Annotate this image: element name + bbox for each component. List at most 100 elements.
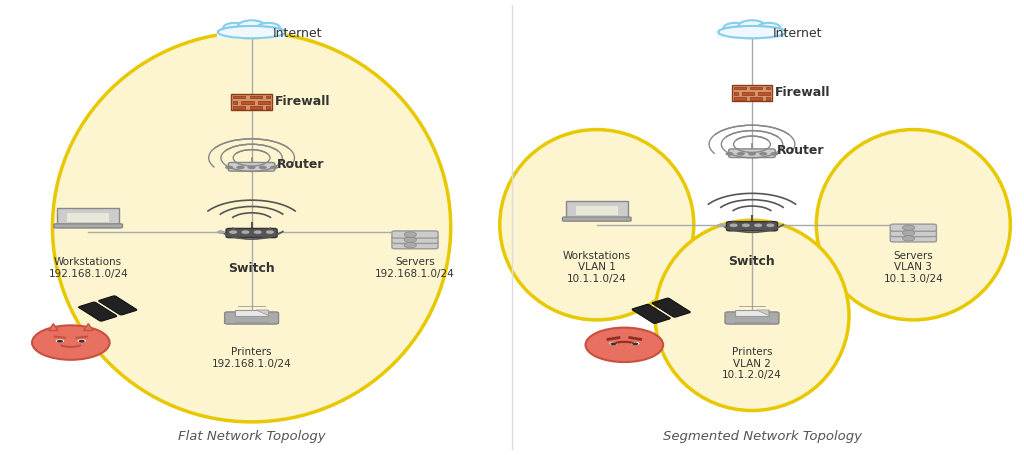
FancyBboxPatch shape	[266, 96, 270, 99]
FancyBboxPatch shape	[766, 98, 770, 101]
FancyBboxPatch shape	[392, 232, 438, 238]
FancyBboxPatch shape	[733, 87, 745, 90]
FancyBboxPatch shape	[565, 202, 628, 220]
FancyBboxPatch shape	[758, 93, 770, 96]
Circle shape	[766, 224, 774, 228]
Ellipse shape	[55, 339, 65, 343]
Circle shape	[729, 224, 737, 228]
Circle shape	[741, 224, 750, 228]
FancyBboxPatch shape	[233, 107, 246, 110]
Polygon shape	[757, 310, 769, 316]
Circle shape	[225, 166, 233, 170]
FancyBboxPatch shape	[652, 298, 690, 318]
FancyBboxPatch shape	[632, 305, 671, 324]
FancyBboxPatch shape	[68, 214, 110, 222]
Circle shape	[404, 238, 417, 243]
FancyBboxPatch shape	[575, 207, 617, 216]
Circle shape	[757, 24, 780, 34]
FancyBboxPatch shape	[890, 225, 936, 232]
FancyBboxPatch shape	[733, 93, 737, 96]
Circle shape	[770, 153, 778, 156]
Circle shape	[404, 233, 417, 238]
FancyBboxPatch shape	[79, 303, 117, 321]
Circle shape	[586, 328, 664, 362]
Circle shape	[738, 21, 766, 34]
FancyBboxPatch shape	[98, 296, 137, 315]
Circle shape	[902, 226, 914, 231]
FancyBboxPatch shape	[392, 237, 438, 244]
Circle shape	[610, 343, 616, 345]
Circle shape	[759, 153, 767, 156]
Circle shape	[717, 224, 725, 228]
FancyBboxPatch shape	[54, 224, 123, 228]
Circle shape	[736, 153, 744, 156]
FancyBboxPatch shape	[766, 87, 770, 90]
Circle shape	[248, 166, 256, 170]
FancyBboxPatch shape	[228, 163, 274, 172]
Text: Workstations
VLAN 1
10.1.1.0/24: Workstations VLAN 1 10.1.1.0/24	[563, 250, 631, 283]
Ellipse shape	[718, 27, 785, 39]
FancyBboxPatch shape	[234, 322, 268, 324]
FancyBboxPatch shape	[750, 87, 762, 90]
FancyBboxPatch shape	[750, 98, 762, 101]
FancyBboxPatch shape	[233, 96, 246, 99]
Circle shape	[32, 326, 110, 360]
FancyBboxPatch shape	[233, 102, 238, 104]
Circle shape	[254, 231, 262, 234]
FancyBboxPatch shape	[717, 32, 786, 40]
Circle shape	[748, 153, 756, 156]
Text: Switch: Switch	[228, 262, 275, 274]
Circle shape	[242, 231, 250, 234]
FancyBboxPatch shape	[731, 86, 772, 102]
Circle shape	[57, 340, 63, 343]
Text: Router: Router	[777, 144, 824, 157]
Circle shape	[270, 166, 279, 170]
FancyBboxPatch shape	[231, 95, 272, 111]
Text: Workstations
192.168.1.0/24: Workstations 192.168.1.0/24	[48, 257, 128, 278]
FancyBboxPatch shape	[890, 235, 936, 243]
FancyBboxPatch shape	[217, 32, 287, 40]
FancyBboxPatch shape	[266, 107, 270, 110]
Circle shape	[259, 166, 267, 170]
Ellipse shape	[218, 27, 286, 39]
Text: Firewall: Firewall	[775, 86, 830, 98]
Ellipse shape	[52, 33, 451, 422]
Text: Segmented Network Topology: Segmented Network Topology	[663, 430, 862, 442]
FancyBboxPatch shape	[392, 242, 438, 249]
Circle shape	[238, 21, 265, 34]
FancyBboxPatch shape	[242, 102, 254, 104]
Circle shape	[725, 153, 733, 156]
FancyBboxPatch shape	[735, 322, 769, 324]
Ellipse shape	[78, 339, 86, 343]
FancyBboxPatch shape	[250, 107, 262, 110]
Text: Router: Router	[276, 158, 325, 171]
Text: Flat Network Topology: Flat Network Topology	[178, 430, 326, 442]
FancyBboxPatch shape	[562, 217, 631, 222]
Circle shape	[229, 231, 238, 234]
FancyBboxPatch shape	[725, 312, 779, 324]
FancyBboxPatch shape	[733, 98, 745, 101]
Circle shape	[79, 340, 85, 343]
Text: Internet: Internet	[272, 26, 323, 40]
Polygon shape	[84, 324, 93, 331]
Text: Servers
VLAN 3
10.1.3.0/24: Servers VLAN 3 10.1.3.0/24	[884, 250, 943, 283]
Ellipse shape	[218, 27, 286, 39]
Circle shape	[902, 236, 914, 242]
FancyBboxPatch shape	[57, 208, 120, 227]
Text: Servers
192.168.1.0/24: Servers 192.168.1.0/24	[375, 257, 455, 278]
Text: Firewall: Firewall	[274, 94, 331, 107]
Polygon shape	[256, 310, 268, 316]
Circle shape	[754, 224, 762, 228]
Text: Switch: Switch	[729, 255, 775, 268]
Circle shape	[257, 24, 281, 34]
Ellipse shape	[631, 342, 639, 345]
FancyBboxPatch shape	[729, 150, 775, 158]
FancyBboxPatch shape	[741, 93, 754, 96]
FancyBboxPatch shape	[890, 230, 936, 237]
Circle shape	[632, 343, 638, 345]
Circle shape	[404, 243, 417, 248]
Ellipse shape	[609, 342, 617, 345]
Ellipse shape	[816, 130, 1011, 320]
Circle shape	[902, 231, 914, 236]
Ellipse shape	[718, 27, 785, 39]
